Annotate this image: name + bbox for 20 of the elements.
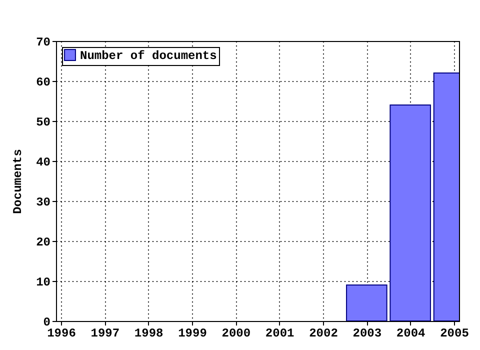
x-tick-label: 2004 bbox=[396, 326, 426, 340]
y-tick-label: 30 bbox=[36, 196, 50, 210]
y-tick-label: 50 bbox=[36, 116, 50, 130]
x-tick-label: 1999 bbox=[178, 326, 207, 340]
y-axis-title: Documents bbox=[11, 149, 26, 214]
x-tick-label: 2002 bbox=[309, 326, 338, 340]
y-tick-label: 10 bbox=[36, 276, 50, 290]
y-tick-label: 70 bbox=[36, 36, 50, 50]
x-tick-label: 2000 bbox=[222, 326, 251, 340]
x-tick-label: 1998 bbox=[134, 326, 164, 340]
x-tick-label: 1997 bbox=[90, 326, 120, 340]
x-tick-label: 2005 bbox=[440, 326, 469, 340]
y-tick-label: 60 bbox=[36, 76, 50, 90]
legend-label: Number of documents bbox=[80, 49, 217, 63]
x-tick-label: 2003 bbox=[352, 326, 382, 340]
y-tick-label: 40 bbox=[36, 156, 50, 170]
y-tick-label: 0 bbox=[43, 316, 50, 330]
x-tick-label: 1996 bbox=[47, 326, 76, 340]
x-tick-label: 2001 bbox=[265, 326, 294, 340]
y-tick-label: 20 bbox=[36, 236, 50, 250]
